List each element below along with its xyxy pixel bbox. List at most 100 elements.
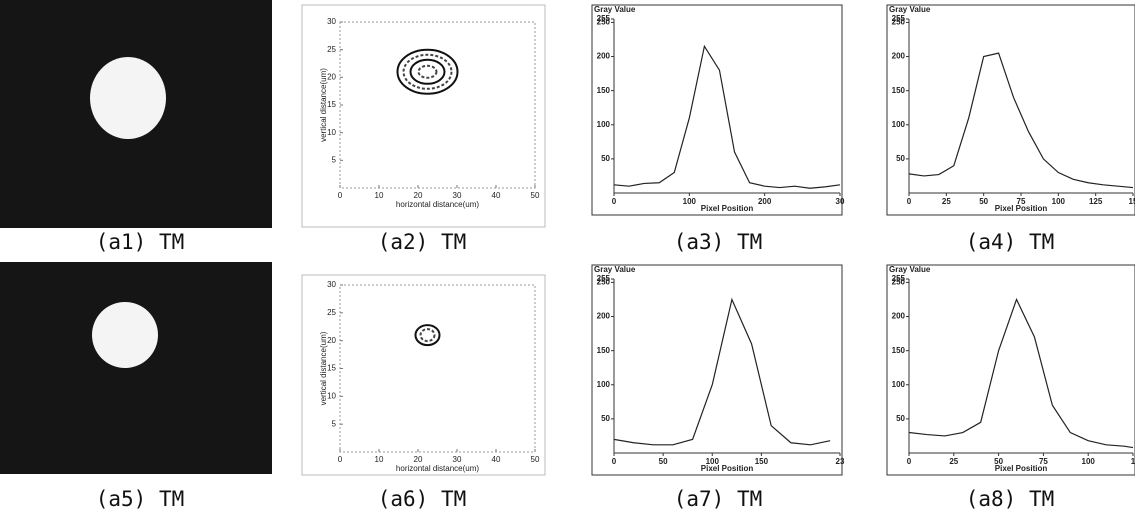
- caption: (a2) TM: [378, 230, 467, 254]
- x-tick-label: 100: [1082, 457, 1096, 466]
- x-tick-label: 15: [1129, 197, 1135, 206]
- y-tick-label: 100: [597, 380, 611, 389]
- panel-frame: [301, 4, 546, 228]
- x-tick-label: 0: [612, 457, 617, 466]
- x-tick-label: 50: [994, 457, 1003, 466]
- x-tick-label: 0: [338, 191, 343, 200]
- contour-ring: [414, 324, 441, 347]
- x-tick-label: 100: [683, 197, 697, 206]
- y-tick-label: 50: [896, 414, 905, 423]
- x-tick-label: 0: [907, 197, 912, 206]
- y-tick-label: 150: [892, 346, 906, 355]
- spot-a1: [90, 57, 166, 139]
- y-tick-label: 10: [327, 128, 336, 137]
- panel-frame: [301, 274, 546, 476]
- panel-frame: [886, 264, 1135, 476]
- caption: (a5) TM: [96, 487, 185, 511]
- y-tick-label: 50: [601, 154, 610, 163]
- y-tick-label: 250: [597, 278, 611, 287]
- y-tick-label: 10: [327, 391, 336, 400]
- y-tick-label: 200: [892, 52, 906, 61]
- x-tick-label: 75: [1017, 197, 1026, 206]
- y-tick-label: 200: [597, 52, 611, 61]
- x-tick-label: 75: [1039, 457, 1048, 466]
- spot-a5: [92, 302, 158, 368]
- x-tick-label: 50: [531, 191, 540, 200]
- y-tick-label: 25: [327, 308, 336, 317]
- panel-frame: [886, 4, 1135, 216]
- x-tick-label: 10: [375, 191, 384, 200]
- y-tick-label: 25: [327, 45, 336, 54]
- caption: (a4) TM: [966, 230, 1055, 254]
- x-tick-label: 20: [414, 191, 423, 200]
- y-axis-label: vertical distance(um): [319, 331, 328, 405]
- y-tick-label: 255: [597, 14, 611, 23]
- x-tick-label: 0: [338, 455, 343, 464]
- y-tick-label: 250: [597, 18, 611, 27]
- y-tick-label: 255: [597, 274, 611, 283]
- panel-frame: [591, 4, 843, 216]
- caption: (a1) TM: [96, 230, 185, 254]
- x-axis-label: Pixel Position: [995, 204, 1048, 213]
- x-axis-label: Pixel Position: [701, 204, 754, 213]
- y-axis-label: Gray Value: [594, 265, 636, 274]
- y-tick-label: 20: [327, 336, 336, 345]
- y-tick-label: 250: [892, 18, 906, 27]
- x-tick-label: 20: [414, 455, 423, 464]
- y-tick-label: 50: [896, 154, 905, 163]
- profile-line: [908, 297, 1134, 449]
- x-axis-label: Pixel Position: [701, 464, 754, 473]
- x-tick-label: 150: [755, 457, 769, 466]
- y-tick-label: 30: [327, 280, 336, 289]
- y-tick-label: 100: [892, 120, 906, 129]
- caption: (a3) TM: [674, 230, 763, 254]
- panel-frame: [591, 264, 843, 476]
- contour-ring: [419, 328, 436, 343]
- x-tick-label: 30: [453, 455, 462, 464]
- x-tick-label: 40: [492, 455, 501, 464]
- y-tick-label: 150: [597, 346, 611, 355]
- y-tick-label: 255: [892, 274, 906, 283]
- y-tick-label: 15: [327, 364, 336, 373]
- y-axis-label: vertical distance(um): [319, 68, 328, 142]
- y-tick-label: 100: [892, 380, 906, 389]
- contour-ring: [417, 64, 438, 79]
- y-tick-label: 5: [332, 419, 337, 428]
- y-axis-label: Gray Value: [889, 5, 931, 14]
- x-tick-label: 25: [949, 457, 958, 466]
- y-tick-label: 200: [597, 312, 611, 321]
- x-tick-label: 100: [706, 457, 720, 466]
- x-tick-label: 23: [836, 457, 845, 466]
- x-axis-label: horizontal distance(um): [396, 464, 479, 473]
- x-tick-label: 1: [1131, 457, 1135, 466]
- caption: (a7) TM: [674, 487, 763, 511]
- y-tick-label: 5: [332, 155, 337, 164]
- x-tick-label: 100: [1052, 197, 1066, 206]
- x-tick-label: 10: [375, 455, 384, 464]
- y-tick-label: 150: [892, 86, 906, 95]
- x-tick-label: 0: [907, 457, 912, 466]
- y-axis-label: Gray Value: [889, 265, 931, 274]
- y-tick-label: 250: [892, 278, 906, 287]
- x-tick-label: 25: [942, 197, 951, 206]
- x-tick-label: 50: [979, 197, 988, 206]
- y-tick-label: 30: [327, 17, 336, 26]
- y-tick-label: 100: [597, 120, 611, 129]
- caption: (a8) TM: [966, 487, 1055, 511]
- contour-ring: [402, 53, 453, 90]
- x-tick-label: 40: [492, 191, 501, 200]
- contour-ring: [396, 48, 459, 95]
- x-axis-label: horizontal distance(um): [396, 200, 479, 209]
- y-tick-label: 150: [597, 86, 611, 95]
- x-tick-label: 200: [758, 197, 772, 206]
- x-tick-label: 125: [1089, 197, 1103, 206]
- x-tick-label: 50: [659, 457, 668, 466]
- y-tick-label: 200: [892, 312, 906, 321]
- x-tick-label: 30: [453, 191, 462, 200]
- contour-ring: [409, 58, 446, 85]
- y-axis-label: Gray Value: [594, 5, 636, 14]
- profile-line: [613, 44, 841, 189]
- y-tick-label: 15: [327, 100, 336, 109]
- y-tick-label: 20: [327, 72, 336, 81]
